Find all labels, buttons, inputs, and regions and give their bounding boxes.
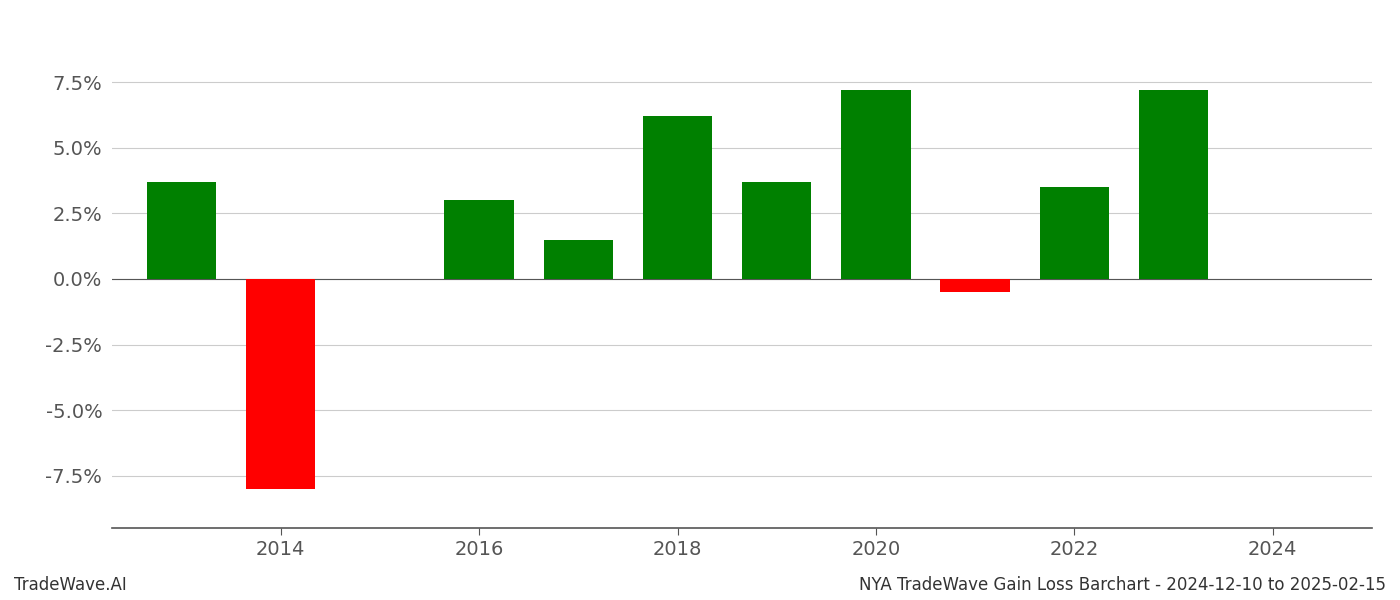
Text: TradeWave.AI: TradeWave.AI <box>14 576 127 594</box>
Bar <box>1138 90 1208 279</box>
Bar <box>643 116 713 279</box>
Bar <box>444 200 514 279</box>
Bar <box>246 279 315 488</box>
Bar <box>1040 187 1109 279</box>
Bar <box>941 279 1009 292</box>
Bar <box>742 182 812 279</box>
Bar <box>147 182 216 279</box>
Bar <box>841 90 910 279</box>
Bar <box>543 239 613 279</box>
Text: NYA TradeWave Gain Loss Barchart - 2024-12-10 to 2025-02-15: NYA TradeWave Gain Loss Barchart - 2024-… <box>860 576 1386 594</box>
